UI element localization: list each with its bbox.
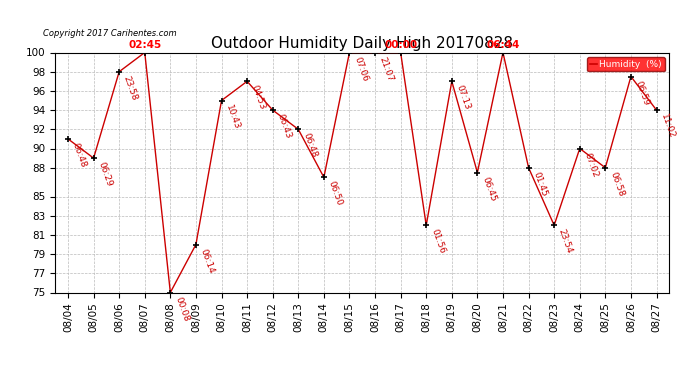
Legend: Humidity  (%): Humidity (%) (586, 57, 664, 71)
Text: 06:50: 06:50 (326, 180, 344, 207)
Text: 06:14: 06:14 (199, 247, 216, 274)
Text: 23:54: 23:54 (557, 228, 574, 255)
Text: 06:48: 06:48 (301, 132, 318, 159)
Text: 21:07: 21:07 (378, 55, 395, 82)
Text: 06:45: 06:45 (480, 175, 497, 202)
Text: 06:58: 06:58 (608, 171, 625, 198)
Text: 06:59: 06:59 (633, 79, 651, 106)
Text: Copyright 2017 Carihentes.com: Copyright 2017 Carihentes.com (43, 28, 177, 38)
Text: 06:43: 06:43 (275, 113, 293, 140)
Text: 01:56: 01:56 (429, 228, 446, 255)
Text: 06:44: 06:44 (486, 40, 520, 50)
Text: 02:45: 02:45 (128, 40, 161, 50)
Text: 07:13: 07:13 (455, 84, 472, 111)
Text: 11:02: 11:02 (659, 113, 677, 140)
Text: 00:08: 00:08 (173, 295, 190, 322)
Text: 00:00: 00:00 (384, 40, 417, 50)
Text: 06:48: 06:48 (71, 142, 88, 169)
Text: 23:58: 23:58 (122, 75, 139, 102)
Text: 10:43: 10:43 (224, 103, 241, 130)
Text: 04:53: 04:53 (250, 84, 267, 111)
Text: 06:29: 06:29 (97, 161, 114, 188)
Text: 07:02: 07:02 (582, 151, 600, 178)
Text: 01:45: 01:45 (531, 171, 549, 198)
Title: Outdoor Humidity Daily High 20170828: Outdoor Humidity Daily High 20170828 (211, 36, 513, 51)
Text: 07:06: 07:06 (352, 55, 370, 82)
